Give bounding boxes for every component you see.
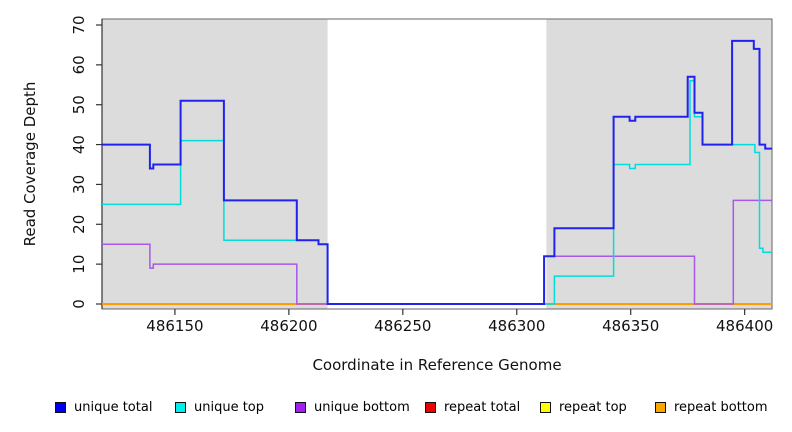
y-tick-label: 40 <box>70 135 88 154</box>
y-tick-label: 30 <box>70 175 88 194</box>
y-tick-label: 10 <box>70 255 88 274</box>
y-tick-label: 20 <box>70 215 88 234</box>
legend-item-unique-bottom: unique bottom <box>295 398 410 416</box>
series-unique-total <box>102 39 772 305</box>
x-tick-label: 486150 <box>146 317 203 335</box>
y-tick-label: 60 <box>70 55 88 74</box>
legend-swatch <box>425 401 436 413</box>
x-tick-label: 486250 <box>374 317 431 335</box>
legend-label: repeat bottom <box>674 399 768 415</box>
legend-item-unique-top: unique top <box>175 398 264 416</box>
y-tick-label: 70 <box>70 15 88 34</box>
legend-label: unique top <box>194 399 265 415</box>
legend-swatch <box>655 401 666 413</box>
x-tick-label: 486200 <box>260 317 317 335</box>
legend-label: unique total <box>74 399 153 415</box>
unique-region-left <box>102 19 328 309</box>
x-tick-label: 486400 <box>716 317 773 335</box>
legend-item-repeat-top: repeat top <box>540 398 627 416</box>
legend-swatch <box>295 401 306 413</box>
legend-swatch <box>175 401 186 413</box>
y-tick-label: 50 <box>70 95 88 114</box>
y-tick-label: 0 <box>70 299 88 309</box>
legend-label: repeat total <box>444 399 521 415</box>
legend-swatch <box>540 401 551 413</box>
x-tick-label: 486300 <box>488 317 545 335</box>
legend-label: repeat top <box>559 399 627 415</box>
legend-swatch <box>55 401 66 413</box>
x-axis-title: Coordinate in Reference Genome <box>312 356 562 374</box>
legend-item-repeat-total: repeat total <box>425 398 520 416</box>
legend-label: unique bottom <box>314 399 410 415</box>
x-tick-label: 486350 <box>602 317 659 335</box>
legend-item-repeat-bottom: repeat bottom <box>655 398 768 416</box>
legend-item-unique-total: unique total <box>55 398 152 416</box>
y-axis-title: Read Coverage Depth <box>21 81 39 247</box>
legend: unique total unique top unique bottom repea… <box>0 398 792 420</box>
